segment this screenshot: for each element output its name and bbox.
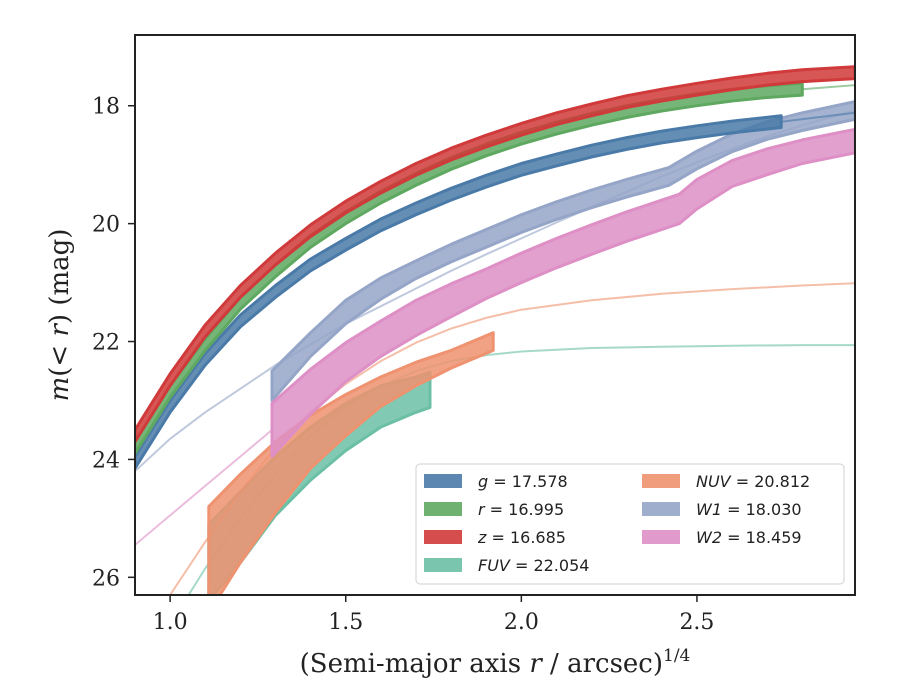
series-layer (135, 65, 855, 595)
legend-box (415, 463, 845, 585)
y-tick-label: 20 (92, 213, 120, 238)
plot-frame (134, 34, 856, 596)
series-w2-band (270, 127, 855, 458)
legend-swatch-g (424, 474, 462, 488)
series-g-band (135, 114, 783, 470)
legend-swatch-w2 (642, 530, 680, 544)
series-w2-profile-line (135, 429, 273, 546)
legend-swatch-nuv (642, 474, 680, 488)
x-tick-label: 1.5 (328, 610, 363, 635)
legend-label-w2: W2 = 18.459 (696, 528, 802, 547)
x-tick-label: 1.0 (153, 610, 188, 635)
series-r-profile-line (802, 84, 855, 91)
x-tick-label: 2.5 (679, 610, 714, 635)
series-z-band (135, 65, 855, 444)
series-r-band (135, 81, 804, 455)
legend-label-r: r = 16.995 (478, 500, 564, 519)
legend-label-z: z = 16.685 (477, 528, 566, 547)
legend-label-fuv: FUV = 22.054 (478, 556, 589, 575)
y-tick-label: 26 (92, 566, 120, 591)
legend-swatch-fuv (424, 558, 462, 572)
series-w1-band (270, 100, 855, 402)
legend-label-g: g = 17.578 (478, 472, 568, 491)
y-tick-label: 22 (92, 331, 120, 356)
x-tick-label: 2.0 (504, 610, 539, 635)
legend-swatch-z (424, 530, 462, 544)
ticks-layer: 1.0 1.5 2.0 2.5 18 20 22 24 26 (92, 95, 714, 635)
y-tick-label: 24 (92, 448, 120, 473)
legend-swatch-r (424, 502, 462, 516)
legend: g = 17.578 r = 16.995 z = 16.685 FUV = 22.0… (415, 463, 845, 585)
legend-swatch-w1 (642, 502, 680, 516)
x-axis-label: (Semi-major axis r / arcsec)1/4 (300, 646, 691, 679)
legend-label-nuv: NUV = 20.812 (696, 472, 810, 491)
series-g-profile-line (781, 111, 855, 123)
legend-label-w1: W1 = 18.030 (696, 500, 802, 519)
y-tick-label: 18 (92, 95, 120, 120)
y-axis-label: m(< r) (mag) (45, 229, 75, 402)
